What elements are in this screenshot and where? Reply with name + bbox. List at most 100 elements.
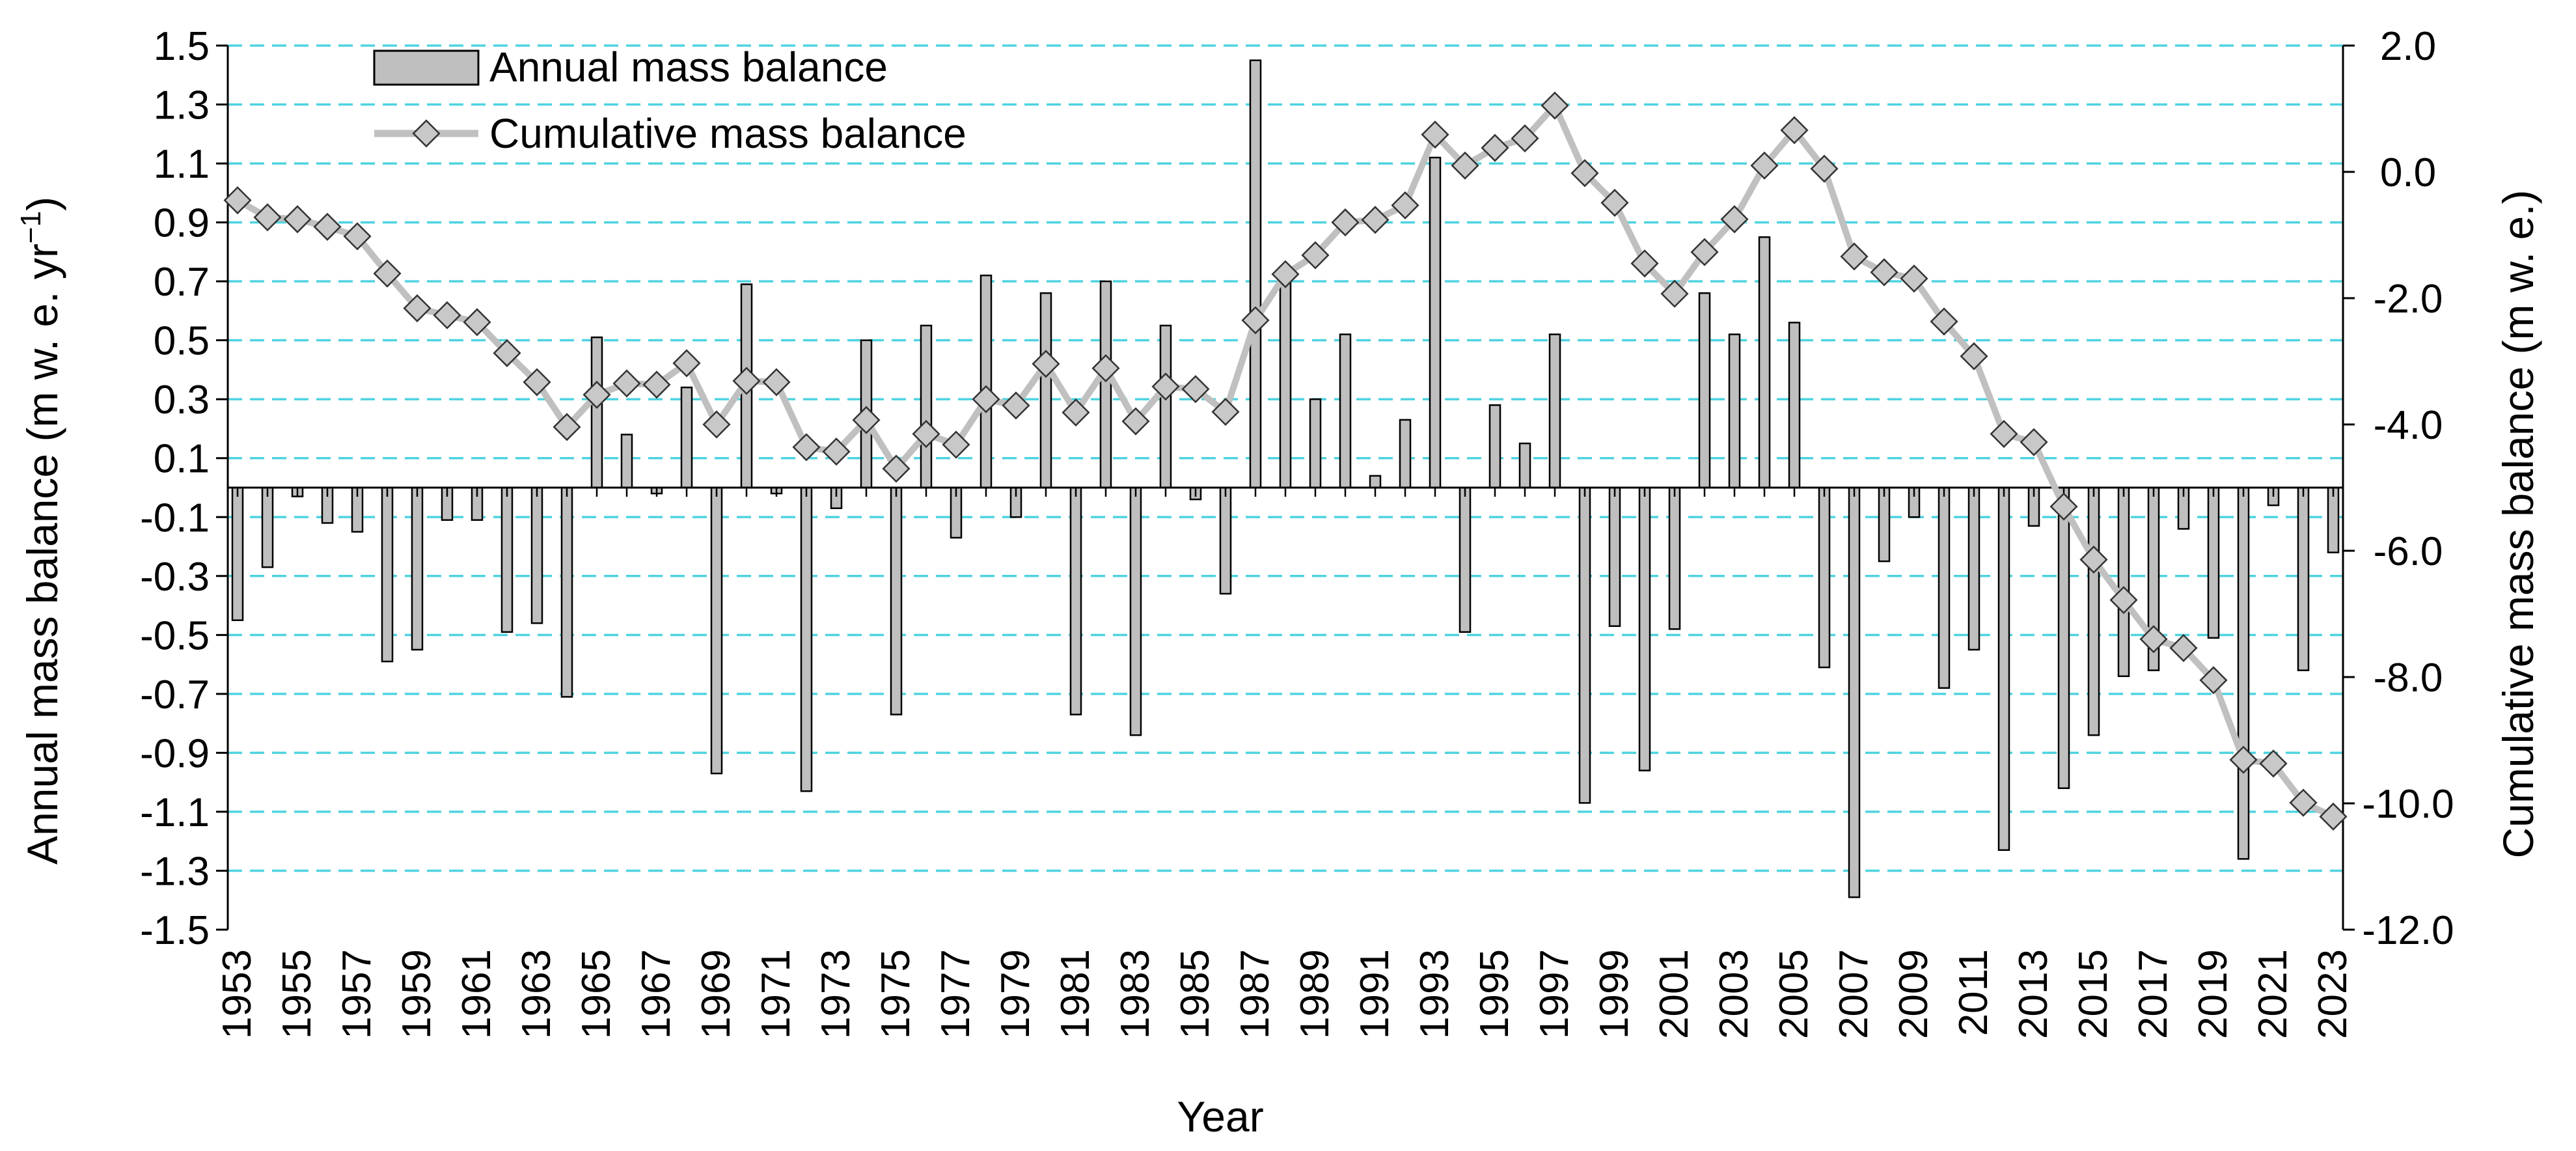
cumulative-marker-1966: [612, 369, 641, 398]
cumulative-marker-1990: [1331, 208, 1360, 237]
x-tick-label-2009: 2009: [1891, 949, 1936, 1039]
annual-bar-1969: [710, 486, 723, 775]
legend: Annual mass balance Cumulative mass bala…: [373, 44, 966, 157]
annual-bar-2011: [1967, 486, 1980, 651]
annual-bar-1992: [1399, 419, 1412, 489]
annual-bar-2002: [1698, 292, 1711, 489]
annual-bar-2001: [1668, 486, 1681, 630]
annual-bar-1980: [1039, 292, 1052, 489]
right-tick-label-3: -4.0: [2374, 403, 2443, 448]
x-tick-label-1953: 1953: [215, 949, 260, 1039]
cumulative-marker-1953: [223, 186, 252, 215]
x-tick-label-1997: 1997: [1532, 949, 1577, 1039]
cumulative-marker-1973: [822, 437, 851, 466]
cumulative-marker-1979: [1002, 391, 1030, 420]
annual-bar-1983: [1129, 486, 1142, 736]
cumulative-marker-1989: [1301, 241, 1330, 270]
annual-bar-1953: [231, 486, 244, 621]
cumulative-marker-1960: [433, 301, 461, 329]
x-tick-label-1967: 1967: [634, 949, 679, 1039]
cumulative-marker-2014: [2049, 492, 2078, 521]
annual-bar-1995: [1488, 404, 1501, 489]
cumulative-marker-2011: [1960, 342, 1988, 370]
right-tick-label-6: -10.0: [2362, 782, 2454, 827]
cumulative-marker-1997: [1541, 91, 1569, 120]
cumulative-marker-1999: [1600, 188, 1629, 217]
cumulative-marker-1961: [463, 308, 491, 337]
cumulative-marker-2007: [1840, 242, 1869, 271]
cumulative-marker-1991: [1361, 206, 1390, 234]
cumulative-marker-1970: [732, 367, 761, 395]
left-tick-label-8: -0.1: [140, 495, 210, 540]
x-axis-title: Year: [1177, 1092, 1263, 1141]
annual-bar-2014: [2057, 486, 2070, 789]
cumulative-marker-2010: [1930, 307, 1958, 336]
x-tick-label-2001: 2001: [1652, 949, 1697, 1039]
x-tick-label-1957: 1957: [335, 949, 379, 1039]
annual-bar-2010: [1938, 486, 1951, 689]
right-tick-label-4: -6.0: [2374, 529, 2443, 574]
annual-bar-1958: [381, 486, 394, 663]
cumulative-marker-1964: [553, 413, 581, 441]
cumulative-marker-2023: [2319, 802, 2348, 831]
cumulative-marker-2000: [1630, 249, 1659, 278]
annual-bar-1954: [261, 486, 274, 568]
x-tick-label-2019: 2019: [2191, 949, 2236, 1039]
annual-bar-1963: [530, 486, 543, 624]
cumulative-marker-1962: [493, 339, 521, 367]
cumulative-marker-1981: [1062, 398, 1090, 427]
cumulative-marker-1986: [1211, 398, 1240, 426]
annual-bar-2006: [1818, 486, 1831, 669]
x-tick-label-1989: 1989: [1293, 949, 1337, 1039]
left-tick-label-3: 0.9: [154, 201, 210, 246]
x-tick-label-2011: 2011: [1951, 949, 1996, 1036]
annual-bar-1989: [1309, 398, 1322, 489]
cumulative-marker-2022: [2289, 788, 2318, 817]
x-tick-label-2021: 2021: [2251, 949, 2295, 1039]
x-tick-label-1981: 1981: [1053, 949, 1098, 1039]
left-y-tick-labels: 1.5 1.3 1.1 0.9 0.7 0.5 0.3 0.1 -0.1 -0.3 -0.5 -0.7…: [140, 24, 210, 953]
annual-bar-2003: [1728, 333, 1741, 489]
x-tick-label-1983: 1983: [1113, 949, 1158, 1039]
left-tick-label-10: -0.5: [140, 613, 210, 658]
cumulative-marker-2008: [1870, 258, 1898, 286]
cumulative-marker-2001: [1660, 279, 1689, 308]
annual-bar-1997: [1548, 333, 1561, 489]
cumulative-marker-1982: [1091, 354, 1120, 383]
cumulative-marker-1974: [852, 406, 881, 434]
cumulative-marker-1967: [642, 370, 671, 399]
x-tick-label-1999: 1999: [1592, 949, 1637, 1039]
cumulative-marker-2003: [1720, 205, 1749, 234]
annual-bar-1984: [1159, 324, 1172, 489]
cumulative-marker-1978: [972, 385, 1000, 413]
left-tick-label-14: -1.3: [140, 849, 210, 894]
cumulative-marker-2013: [2020, 428, 2048, 456]
cumulative-marker-1963: [523, 368, 551, 396]
cumulative-marker-1994: [1451, 151, 1479, 180]
x-tick-label-1977: 1977: [933, 949, 978, 1039]
cumulative-marker-1956: [313, 212, 342, 241]
cumulative-marker-1988: [1271, 260, 1300, 288]
legend-marker-swatch: [412, 119, 441, 148]
x-tick-label-1963: 1963: [514, 949, 559, 1039]
annual-bar-2000: [1638, 486, 1651, 771]
x-tick-label-1973: 1973: [814, 949, 858, 1039]
left-tick-label-6: 0.3: [154, 378, 210, 423]
legend-bar-swatch: [373, 49, 480, 86]
annual-bar-2020: [2237, 486, 2250, 860]
annual-bar-2015: [2087, 486, 2100, 736]
legend-annual-label: Annual mass balance: [489, 44, 888, 90]
cumulative-marker-1959: [403, 294, 432, 323]
cumulative-marker-1971: [762, 368, 791, 396]
annual-bar-1993: [1429, 156, 1442, 489]
annual-bar-1972: [800, 486, 813, 792]
cumulative-marker-2020: [2229, 745, 2258, 774]
annual-bar-1981: [1069, 486, 1082, 715]
left-tick-label-15: -1.5: [140, 908, 210, 953]
x-tick-label-1985: 1985: [1173, 949, 1218, 1039]
right-tick-label-1: 0.0: [2380, 150, 2436, 195]
cumulative-marker-1995: [1481, 133, 1509, 162]
cumulative-marker-1968: [672, 349, 701, 378]
annual-bar-1987: [1249, 59, 1262, 489]
cumulative-marker-1992: [1391, 191, 1419, 219]
